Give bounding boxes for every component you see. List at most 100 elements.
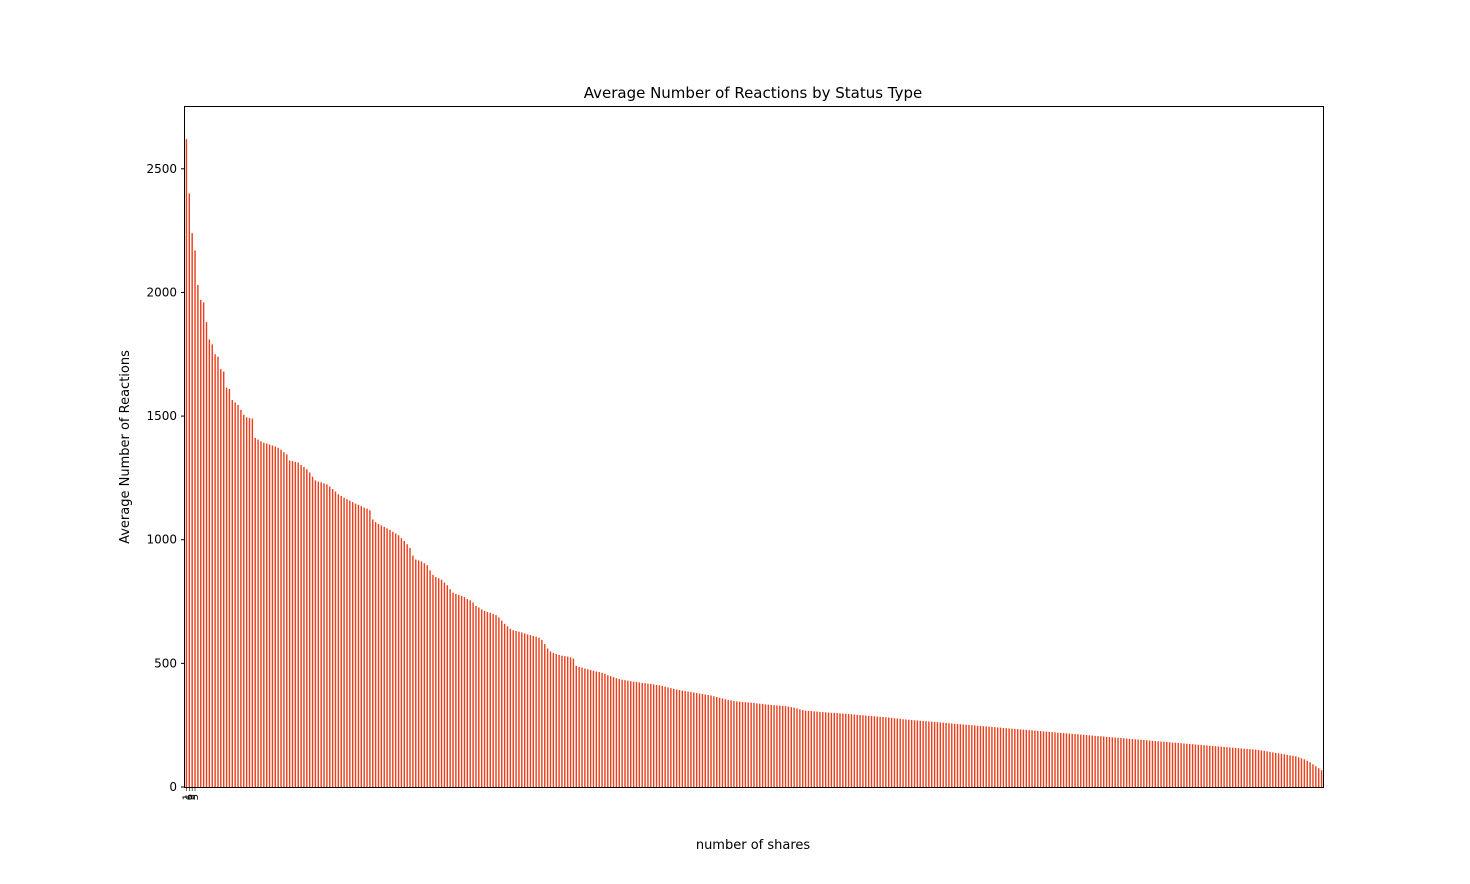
bar <box>297 462 299 787</box>
bar <box>999 727 1002 787</box>
bar <box>1220 746 1222 787</box>
bar <box>779 705 781 787</box>
bar <box>564 656 566 787</box>
bar <box>283 452 285 787</box>
bar <box>478 607 480 787</box>
bar <box>919 720 921 787</box>
bar <box>1300 758 1303 787</box>
bar <box>615 678 618 787</box>
bar <box>1045 731 1048 787</box>
bar <box>753 702 755 787</box>
bar <box>280 449 282 787</box>
bar <box>549 651 552 787</box>
bar <box>1223 746 1225 787</box>
bar <box>268 444 271 787</box>
bar <box>813 711 815 787</box>
bar <box>486 611 489 787</box>
bar <box>991 726 993 787</box>
bar <box>1211 745 1214 787</box>
bar <box>939 722 942 787</box>
bar <box>1295 756 1297 787</box>
bar <box>1283 754 1286 787</box>
bar <box>673 688 675 787</box>
chart-title: Average Number of Reactions by Status Ty… <box>584 84 923 102</box>
bar <box>194 250 196 788</box>
bar <box>412 555 414 787</box>
bar <box>1068 733 1071 787</box>
bar <box>635 681 638 787</box>
bar <box>1163 741 1165 787</box>
bar <box>288 460 291 787</box>
bar <box>546 648 549 787</box>
bar <box>1206 745 1208 787</box>
bar <box>624 680 626 787</box>
bar <box>985 726 987 787</box>
bar <box>1039 731 1042 787</box>
bar <box>890 718 893 787</box>
bar <box>366 508 368 787</box>
bar <box>566 656 569 787</box>
bar <box>589 670 592 787</box>
bar <box>962 724 964 787</box>
bar <box>306 469 308 787</box>
bar <box>1082 734 1085 787</box>
bar <box>936 722 939 787</box>
bar <box>1263 750 1265 787</box>
bar <box>503 623 506 787</box>
bar <box>372 519 374 787</box>
bar <box>245 417 248 787</box>
bar <box>876 716 878 787</box>
bar <box>1025 729 1028 787</box>
bar <box>1051 732 1053 787</box>
bar <box>397 535 400 787</box>
bar <box>690 692 692 787</box>
bar <box>888 717 890 787</box>
bar <box>1157 741 1159 787</box>
bar <box>383 526 385 787</box>
bar <box>1117 737 1119 787</box>
bar <box>1014 728 1016 787</box>
bar <box>865 715 867 787</box>
bar <box>403 540 405 787</box>
bar <box>1186 743 1188 787</box>
bar <box>942 722 944 787</box>
bar <box>1231 747 1234 787</box>
bar <box>607 675 609 787</box>
bar <box>945 722 947 787</box>
bar <box>953 723 956 787</box>
bar <box>311 476 314 787</box>
bar <box>532 635 534 787</box>
bar <box>248 418 251 787</box>
bar <box>644 683 646 787</box>
bar <box>632 681 635 787</box>
bar <box>928 721 930 787</box>
bar <box>509 628 512 787</box>
bar <box>331 489 334 787</box>
bar <box>1277 753 1280 787</box>
bar <box>882 717 884 787</box>
bar <box>222 371 225 787</box>
bar <box>351 502 354 787</box>
bar <box>618 678 620 787</box>
bar <box>392 531 394 787</box>
bar <box>971 725 973 787</box>
bar <box>1188 743 1191 787</box>
bar <box>340 495 342 787</box>
x-tick-label: 5 <box>190 794 201 800</box>
bar <box>323 483 325 787</box>
bar <box>406 544 408 787</box>
bar <box>575 665 577 787</box>
bar <box>836 713 838 787</box>
bar <box>959 724 962 787</box>
bar <box>265 443 268 787</box>
bar <box>544 644 546 787</box>
bar <box>1249 749 1251 787</box>
bar <box>1272 752 1274 787</box>
bar <box>879 716 881 787</box>
bar <box>343 497 345 787</box>
y-tick-label: 1000 <box>146 533 177 547</box>
bar <box>693 692 695 787</box>
bar <box>1022 729 1025 787</box>
bar <box>429 570 431 787</box>
bar <box>320 482 322 787</box>
